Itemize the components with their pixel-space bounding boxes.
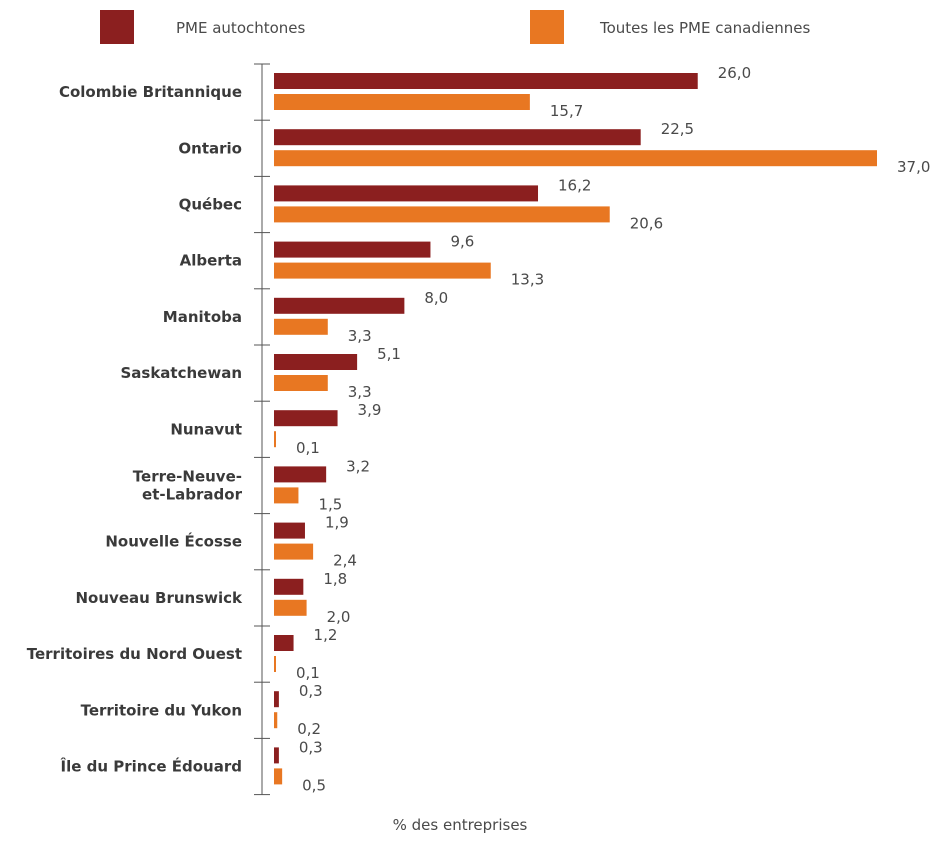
data-label: 2,4 (333, 552, 357, 570)
bar-autochtones (274, 466, 327, 483)
category-label-line: Alberta (180, 252, 242, 270)
category-label: Nouveau Brunswick (76, 589, 244, 607)
bar-canadiennes (274, 656, 276, 672)
legend-label-2: Toutes les PME canadiennes (599, 19, 811, 37)
x-axis-title: % des entreprises (393, 816, 528, 834)
category-label: Colombie Britannique (59, 83, 242, 101)
legend-swatch-2 (530, 10, 564, 44)
category-label: Territoire du Yukon (81, 701, 242, 719)
bars (274, 73, 877, 785)
category-label-line: et-Labrador (142, 486, 243, 504)
bar-canadiennes (274, 375, 328, 391)
bar-autochtones (274, 73, 698, 89)
bar-canadiennes (274, 543, 314, 560)
data-label: 0,3 (299, 738, 323, 756)
category-label: Manitoba (163, 308, 242, 326)
data-label: 22,5 (661, 120, 694, 138)
data-label: 0,2 (297, 720, 321, 738)
category-label-line: Île du Prince Édouard (61, 757, 242, 776)
category-label: Terre-Neuve-et-Labrador (133, 468, 243, 504)
data-label: 1,9 (325, 514, 349, 532)
category-label-line: Nunavut (170, 420, 242, 438)
bar-autochtones (274, 129, 641, 146)
data-label: 0,1 (296, 664, 320, 682)
bar-autochtones (274, 635, 294, 651)
data-label: 13,3 (511, 271, 544, 289)
category-label: Saskatchewan (120, 364, 242, 382)
data-label: 3,3 (348, 383, 372, 401)
bar-canadiennes (274, 94, 530, 110)
data-label: 3,9 (358, 401, 382, 419)
category-label: Nouvelle Écosse (105, 532, 242, 551)
category-label-line: Territoire du Yukon (81, 701, 242, 719)
category-label-line: Québec (179, 196, 242, 214)
data-label: 1,2 (314, 626, 338, 644)
bar-canadiennes (274, 712, 278, 729)
category-label-line: Nouveau Brunswick (76, 589, 244, 607)
data-label: 0,1 (296, 439, 320, 457)
category-label-line: Manitoba (163, 308, 242, 326)
data-label: 16,2 (558, 176, 591, 194)
bar-autochtones (274, 578, 304, 595)
category-label-line: Saskatchewan (120, 364, 242, 382)
bar-autochtones (274, 691, 279, 708)
bar-canadiennes (274, 599, 307, 616)
category-label: Alberta (180, 252, 242, 270)
category-label-line: Terre-Neuve- (133, 468, 242, 486)
data-label: 0,5 (302, 776, 326, 794)
category-label: Québec (179, 196, 242, 214)
data-label: 20,6 (630, 214, 663, 232)
category-label: Territoires du Nord Ouest (27, 645, 242, 663)
bar-canadiennes (274, 431, 276, 448)
data-label: 3,3 (348, 327, 372, 345)
legend-label-1: PME autochtones (176, 19, 306, 37)
data-label: 2,0 (327, 608, 351, 626)
value-labels: 26,0 15,7 22,5 37,0 16,2 20,6 9,6 13,3 8,0 3,3 5,1… (296, 64, 930, 794)
bar-canadiennes (274, 318, 328, 335)
bar-canadiennes (274, 150, 877, 167)
bar-autochtones (274, 297, 405, 314)
data-label: 1,5 (318, 495, 342, 513)
data-label: 15,7 (550, 102, 583, 120)
bar-autochtones (274, 241, 431, 258)
bar-autochtones (274, 354, 358, 370)
category-label-line: Nouvelle Écosse (105, 532, 242, 551)
category-label-line: Territoires du Nord Ouest (27, 645, 242, 663)
category-label-line: Ontario (178, 139, 242, 157)
data-label: 5,1 (377, 345, 401, 363)
bar-canadiennes (274, 487, 299, 504)
bar-canadiennes (274, 206, 610, 223)
category-label: Île du Prince Édouard (61, 757, 242, 776)
bar-autochtones (274, 747, 279, 764)
bar-autochtones (274, 522, 305, 539)
data-label: 26,0 (718, 64, 751, 82)
bar-autochtones (274, 410, 338, 427)
category-label-line: Colombie Britannique (59, 83, 242, 101)
data-label: 0,3 (299, 682, 323, 700)
data-label: 3,2 (346, 457, 370, 475)
category-labels: Colombie Britannique Ontario Québec Alberta… (27, 83, 243, 775)
bar-canadiennes (274, 768, 283, 785)
data-label: 9,6 (450, 233, 474, 251)
y-axis (254, 63, 270, 796)
data-label: 8,0 (424, 289, 448, 307)
data-label: 1,8 (323, 570, 347, 588)
data-label: 37,0 (897, 158, 930, 176)
legend-swatch-1 (100, 10, 134, 44)
bar-canadiennes (274, 262, 491, 279)
legend: PME autochtones Toutes les PME canadienne… (100, 10, 811, 44)
category-label: Ontario (178, 139, 242, 157)
bar-autochtones (274, 185, 539, 202)
category-label: Nunavut (170, 420, 242, 438)
